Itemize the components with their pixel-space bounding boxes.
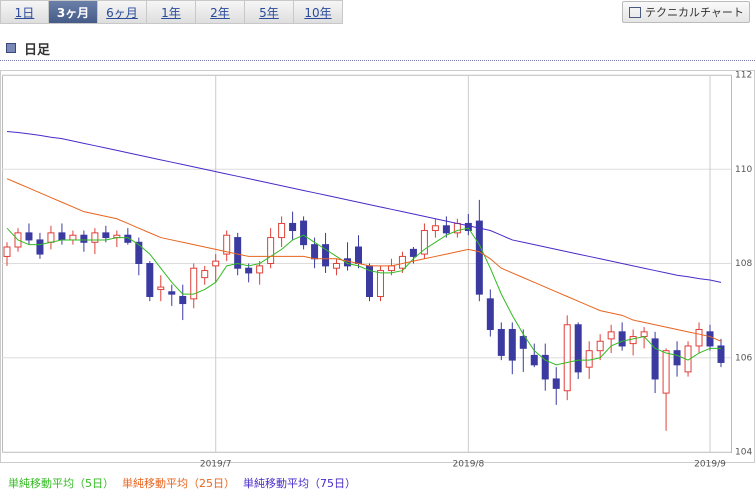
candle-body: [563, 324, 571, 392]
candle-body: [344, 258, 352, 267]
candle-body: [574, 324, 582, 373]
divider: [0, 60, 755, 61]
candle-body: [596, 340, 604, 352]
candle-body: [168, 291, 176, 295]
candle-body: [311, 244, 319, 260]
candle-body: [278, 222, 286, 239]
moving-average-line: [6, 227, 721, 366]
candle-body: [420, 230, 428, 255]
candle-body: [618, 331, 626, 347]
candle-body: [409, 248, 417, 257]
candle-body: [80, 234, 88, 243]
candle-body: [102, 232, 110, 239]
candle-body: [695, 328, 703, 347]
section-title: 日足: [6, 39, 50, 58]
period-tab[interactable]: 10年: [294, 0, 343, 24]
candle-body: [387, 265, 395, 272]
candle-body: [300, 220, 308, 246]
candle-body: [58, 232, 66, 241]
y-tick-label: 110: [735, 165, 752, 175]
candle-body: [36, 239, 44, 255]
candle-body: [333, 263, 341, 269]
section-title-text: 日足: [24, 43, 51, 58]
candle-body: [245, 267, 253, 274]
candle-body: [541, 354, 549, 380]
candle-body: [157, 286, 165, 290]
legend-entry: 単純移動平均（25日）: [122, 476, 235, 490]
moving-average-line: [6, 178, 722, 342]
candle-body: [673, 350, 681, 366]
candle-body: [662, 350, 670, 394]
y-tick-label: 108: [735, 259, 752, 269]
candle-body: [355, 246, 363, 265]
candle-body: [431, 225, 439, 232]
candle-body: [267, 237, 275, 265]
candle-body: [91, 232, 99, 243]
candle-body: [497, 328, 505, 356]
y-tick-label: 112: [735, 71, 752, 81]
candle-body: [585, 350, 593, 368]
candle-body: [201, 270, 209, 279]
x-tick-label: 2019/8: [453, 460, 485, 470]
candle-body: [486, 298, 494, 330]
period-tab[interactable]: 6ヶ月: [98, 0, 147, 24]
candle-body: [322, 244, 330, 267]
candle-body: [475, 220, 483, 295]
candle-body: [464, 222, 472, 232]
period-tab[interactable]: 3ヶ月: [49, 0, 98, 24]
candle-body: [398, 255, 406, 269]
candle-body: [234, 237, 242, 269]
candle-body: [135, 241, 143, 264]
y-tick-label: 104: [735, 448, 752, 458]
candle-body: [223, 234, 231, 255]
candle-body: [530, 354, 538, 366]
legend-entry: 単純移動平均（75日）: [243, 476, 356, 490]
candle-body: [519, 336, 527, 349]
candle-body: [25, 232, 33, 241]
button-label: テクニカルチャート: [645, 6, 744, 19]
candle-body: [3, 246, 11, 257]
technical-chart-button[interactable]: テクニカルチャート: [622, 1, 750, 23]
candle-body: [651, 338, 659, 380]
candle-body: [289, 222, 297, 232]
legend-entry: 単純移動平均（5日）: [8, 476, 114, 490]
period-tab[interactable]: 5年: [245, 0, 294, 24]
candle-body: [179, 295, 187, 305]
candle-body: [706, 331, 714, 347]
y-tick-label: 106: [735, 353, 752, 363]
candle-body: [508, 328, 516, 361]
period-tab[interactable]: 2年: [196, 0, 245, 24]
candle-body: [146, 263, 154, 297]
candle-body: [442, 225, 450, 234]
candle-body: [124, 234, 132, 243]
x-tick-label: 2019/7: [200, 460, 232, 470]
candle-body: [256, 265, 264, 274]
candle-body: [47, 232, 55, 243]
period-tab[interactable]: 1日: [0, 0, 49, 24]
section-icon: [6, 43, 16, 53]
chart-frame: [0, 70, 755, 463]
candle-body: [212, 260, 220, 267]
button-icon: [629, 7, 641, 18]
candle-body: [190, 267, 198, 300]
candle-body: [69, 234, 77, 241]
moving-average-line: [6, 131, 722, 283]
candle-body: [376, 270, 384, 297]
candle-body: [717, 345, 725, 363]
period-tabs: 1日 3ヶ月 6ヶ月 1年 2年 5年 10年: [0, 0, 343, 24]
candle-body: [607, 331, 615, 340]
candle-body: [629, 336, 637, 345]
period-tab[interactable]: 1年: [147, 0, 196, 24]
candle-body: [552, 378, 560, 389]
x-tick-label: 2019/9: [694, 460, 726, 470]
candle-body: [640, 331, 648, 338]
